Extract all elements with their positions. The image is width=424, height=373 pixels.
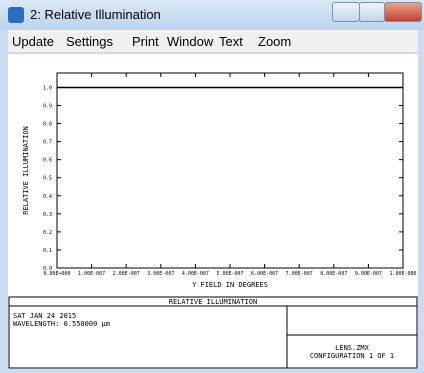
y-axis-label: RELATIVE ILLUMINATION (22, 126, 30, 215)
y-tick-label: 0.5 (43, 176, 52, 182)
y-tick-label: 1.0 (43, 85, 52, 91)
y-tick-label: 0.3 (43, 212, 52, 218)
footer-lens: LENS.ZMX (335, 344, 370, 352)
app-icon (8, 7, 24, 23)
title-bar: 2: Relative Illumination (0, 0, 424, 30)
footer-heading: RELATIVE ILLUMINATION (169, 298, 258, 306)
y-tick-label: 0.4 (43, 194, 52, 200)
x-axis-label: Y FIELD IN DEGREES (192, 281, 268, 289)
menu-item[interactable]: Settings (66, 34, 113, 49)
x-tick-label: 7.00E-007 (286, 271, 313, 277)
x-tick-label: 9.00E-007 (355, 271, 382, 277)
y-tick-label: 0.9 (43, 104, 52, 110)
y-tick-label: 0.2 (43, 230, 52, 236)
menu-item[interactable]: Zoom (258, 34, 291, 49)
minimize-button[interactable] (332, 2, 360, 22)
x-tick-label: 2.00E-007 (113, 271, 140, 277)
menu-item[interactable]: Update (12, 34, 54, 49)
window-title: 2: Relative Illumination (30, 7, 161, 22)
window: 2: Relative Illumination Update Settings P… (0, 0, 424, 373)
x-tick-label: 1.00E-007 (78, 271, 105, 277)
footer-configuration: CONFIGURATION 1 OF 1 (310, 352, 394, 360)
plot-frame (57, 73, 403, 268)
footer-wavelength: WAVELENGTH: 0.550000 µm (13, 320, 110, 328)
menu-item[interactable]: Text (219, 34, 243, 49)
x-tick-label: 1.00E-006 (389, 271, 416, 277)
x-tick-label: 5.00E-007 (216, 271, 243, 277)
y-tick-label: 0.8 (43, 122, 52, 128)
close-button[interactable] (384, 2, 422, 22)
chart: 0.00.10.20.30.40.50.60.70.80.91.00.00E+0… (8, 54, 418, 369)
x-tick-label: 8.00E-007 (320, 271, 347, 277)
menu-item[interactable]: Print (132, 34, 159, 49)
x-tick-label: 0.00E+000 (43, 271, 70, 277)
menu-item[interactable]: Window (167, 34, 213, 49)
menu-bar: Update Settings Print Window Text Zoom (8, 30, 418, 52)
x-tick-label: 4.00E-007 (182, 271, 209, 277)
x-tick-label: 3.00E-007 (147, 271, 174, 277)
x-tick-label: 6.00E-007 (251, 271, 278, 277)
maximize-button[interactable] (359, 2, 385, 22)
y-tick-label: 0.1 (43, 248, 52, 254)
footer-date: SAT JAN 24 2015 (13, 312, 76, 320)
y-tick-label: 0.7 (43, 140, 52, 146)
y-tick-label: 0.6 (43, 158, 52, 164)
